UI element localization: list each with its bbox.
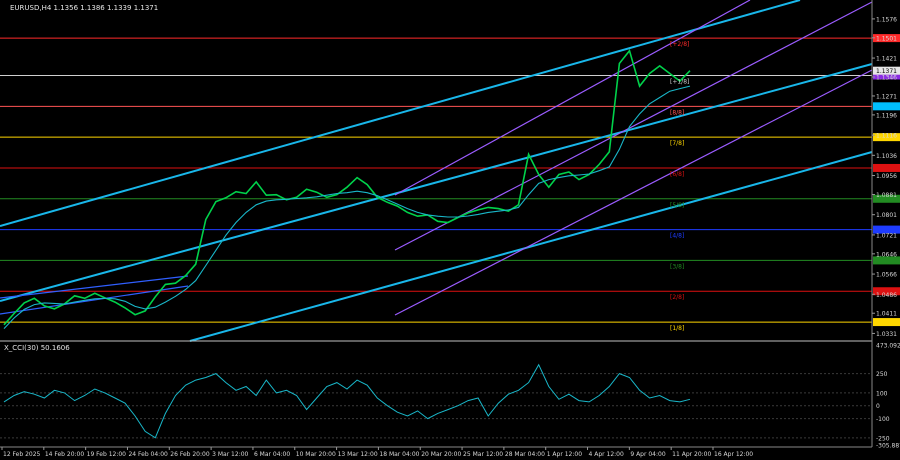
short-channel-line [0, 285, 189, 315]
price-tick-label: 1.1346 [876, 75, 897, 82]
price-axis: 1.1576 1.1501 1.1421 1.1346 1.1271 1.1196 1.11… [872, 16, 900, 338]
cci-tick-label: 473.0924 [876, 343, 900, 350]
murray-level-label: [4/8] [670, 233, 684, 240]
short-channel-line [0, 275, 189, 299]
blue-trend-line [0, 0, 801, 227]
murray-level-label: [+2/8] [670, 41, 689, 48]
murray-level-label: [2/8] [670, 294, 684, 301]
price-tick-label: 1.0331 [876, 331, 897, 338]
time-tick-label: 28 Mar 04:00 [505, 451, 545, 458]
price-tick-label: 1.1196 [876, 112, 897, 119]
price-tick-label: 1.0881 [876, 192, 897, 199]
time-tick-label: 20 Mar 20:00 [421, 451, 461, 458]
cci-tick-label: 100 [876, 390, 888, 397]
price-tick-label: 1.0566 [876, 272, 897, 279]
murray-level-badge [873, 102, 900, 111]
time-tick-label: 24 Feb 04:00 [128, 451, 168, 458]
price-tick-label: 1.1576 [876, 16, 897, 23]
time-tick-label: 9 Apr 04:00 [630, 451, 665, 458]
purple-channel-line [394, 1, 873, 251]
price-tick-label: 1.1036 [876, 153, 897, 160]
purple-channel-line [394, 0, 751, 196]
cci-axis: 473.0924 250 100 0 -100 -250-305.8879 [876, 343, 900, 450]
price-tick-label: 1.1501 [876, 35, 897, 42]
murray-level-badge [873, 287, 900, 296]
cci-header: X_CCI(30) 50.1606 [4, 344, 70, 352]
murray-level-badge [873, 256, 900, 265]
cci-line [3, 363, 691, 439]
time-tick-label: 12 Feb 2025 [3, 451, 41, 458]
murray-level-label: [+1/8] [670, 78, 689, 85]
cci-tick-label: -100 [876, 416, 890, 423]
time-tick-label: 13 Mar 12:00 [338, 451, 378, 458]
time-tick-label: 11 Apr 20:00 [672, 451, 711, 458]
murray-level-badge [873, 318, 900, 327]
moving-average-line [3, 85, 691, 329]
murray-level-label: [5/8] [670, 202, 684, 209]
blue-trend-line [189, 151, 873, 342]
blue-trend-line [0, 63, 873, 302]
current-price-label: 1.1371 [876, 68, 897, 75]
murray-level-label: [6/8] [670, 171, 684, 178]
murray-level-label: [1/8] [670, 325, 684, 332]
murray-lines [0, 37, 872, 323]
time-tick-label: 14 Feb 20:00 [45, 451, 85, 458]
cci-tick-label: -250 [876, 435, 890, 442]
murray-labels: [+2/8] [+1/8] [8/8] [7/8] [6/8] [5/8] [4/8] [3/… [670, 41, 689, 332]
murray-level-badge [873, 194, 900, 203]
price-tick-label: 1.1271 [876, 93, 897, 100]
price-tick-label: 1.0801 [876, 212, 897, 219]
time-axis: 12 Feb 2025 14 Feb 20:00 19 Feb 12:00 24 Fe… [1, 447, 753, 458]
trend-channels [0, 0, 873, 342]
price-tick-label: 1.1116 [876, 133, 897, 140]
cci-pane[interactable] [0, 363, 872, 439]
time-tick-label: 25 Mar 12:00 [463, 451, 503, 458]
murray-level-badge [873, 71, 900, 80]
time-tick-label: 26 Feb 20:00 [170, 451, 210, 458]
murray-level-badge [873, 163, 900, 172]
murray-level-label: [7/8] [670, 140, 684, 147]
time-tick-label: 1 Apr 12:00 [547, 451, 582, 458]
price-tick-label: 1.0646 [876, 251, 897, 258]
murray-level-badge [873, 34, 900, 43]
murray-level-badge [873, 133, 900, 142]
time-tick-label: 6 Mar 04:00 [254, 451, 290, 458]
price-tick-label: 1.0721 [876, 232, 897, 239]
price-line [3, 48, 691, 326]
cci-tick-label: 250 [876, 371, 888, 378]
symbol-header: EURUSD,H4 1.1356 1.1386 1.1339 1.1371 [10, 4, 158, 12]
murray-level-badge [873, 225, 900, 234]
price-tick-label: 1.0411 [876, 311, 897, 318]
time-tick-label: 19 Feb 12:00 [87, 451, 127, 458]
time-tick-label: 3 Mar 12:00 [212, 451, 248, 458]
time-tick-label: 10 Mar 20:00 [296, 451, 336, 458]
price-tick-label: 1.0956 [876, 173, 897, 180]
price-tick-label: 1.0486 [876, 292, 897, 299]
cci-tick-label: -305.8879 [876, 443, 900, 450]
time-tick-label: 18 Mar 04:00 [379, 451, 419, 458]
cci-tick-label: 0 [876, 403, 880, 410]
price-tick-label: 1.1421 [876, 56, 897, 63]
price-series [3, 48, 691, 329]
current-price-badge [873, 66, 900, 75]
time-tick-label: 16 Apr 12:00 [714, 451, 753, 458]
purple-channel-line [394, 69, 873, 316]
murray-level-label: [3/8] [670, 263, 684, 270]
time-tick-label: 4 Apr 12:00 [589, 451, 624, 458]
price-pane[interactable]: [+2/8] [+1/8] [8/8] [7/8] [6/8] [5/8] [4/8] [3/… [0, 0, 873, 342]
murray-level-label: [8/8] [670, 109, 684, 116]
